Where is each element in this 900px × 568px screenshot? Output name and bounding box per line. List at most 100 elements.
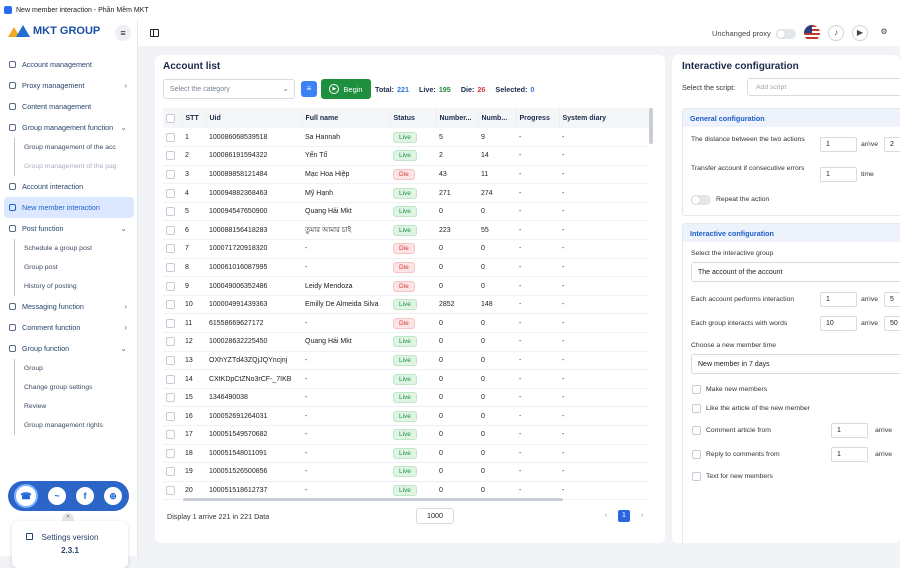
row-checkbox[interactable] xyxy=(166,355,175,365)
sidebar-subitem[interactable]: Group post xyxy=(0,258,138,277)
next-page-button[interactable]: › xyxy=(640,512,644,519)
table-row[interactable]: 9 100049006352486 Leidy Mendoza Die 0 0- - xyxy=(163,276,649,296)
layout-toggle-icon[interactable] xyxy=(150,29,159,37)
row-checkbox[interactable] xyxy=(166,486,175,496)
row-checkbox[interactable] xyxy=(166,300,175,310)
proxy-toggle[interactable] xyxy=(776,29,796,39)
page-button-current[interactable]: 1 xyxy=(618,510,630,522)
column-header[interactable]: Number... xyxy=(436,108,479,128)
menu-toggle-button[interactable]: ≡ xyxy=(115,25,131,41)
table-row[interactable]: 16 100052691264031- Live 0 0- - xyxy=(163,406,649,426)
table-row[interactable]: 6 100088156418283 তুমার আমার চাই Live 223 55-… xyxy=(163,220,649,241)
like-article-checkbox[interactable] xyxy=(692,404,701,413)
table-row[interactable]: 14 CXtKDpCtZNo3rCF-_7IKB - Live 0 0- - xyxy=(163,369,649,389)
each-group-to-input[interactable]: 50 xyxy=(884,316,900,331)
table-row[interactable]: 2 100086191594322 Yến Tố Live 2 14- - xyxy=(163,146,649,166)
column-header[interactable]: Numb... xyxy=(478,108,517,128)
sidebar-subitem[interactable]: Group management of the acc xyxy=(0,138,138,157)
row-checkbox[interactable] xyxy=(166,448,175,458)
horizontal-scrollbar[interactable] xyxy=(183,498,563,501)
sidebar-subitem[interactable]: Group management of the pag xyxy=(0,157,138,176)
distance-from-input[interactable]: 1 xyxy=(820,137,857,152)
sidebar-item[interactable]: Account management xyxy=(0,54,138,75)
globe-icon[interactable]: ⊕ xyxy=(104,487,122,505)
each-group-from-input[interactable]: 10 xyxy=(820,316,857,331)
table-row[interactable]: 13 OXhYZTd43ZQjJQYncjnj - Live 0 0- - xyxy=(163,351,649,371)
make-new-checkbox[interactable] xyxy=(692,385,701,394)
row-checkbox[interactable] xyxy=(166,244,175,254)
table-row[interactable]: 4 100094882368463 Mỹ Hạnh Live 271 274- - xyxy=(163,183,649,203)
sidebar-subitem[interactable]: Review xyxy=(0,397,138,416)
sidebar-item[interactable]: Group function ⌄ xyxy=(0,338,138,359)
settings-version-card[interactable]: Settings version 2.3.1 xyxy=(12,521,128,568)
column-header[interactable]: Uid xyxy=(206,108,303,128)
sidebar-item[interactable]: Account interaction xyxy=(0,176,138,197)
table-row[interactable]: 20 100051518612737- Live 0 0- - xyxy=(163,481,649,500)
play-icon[interactable]: ▶ xyxy=(852,25,868,41)
gear-icon[interactable]: ⚙ xyxy=(876,25,892,41)
row-checkbox[interactable] xyxy=(166,411,175,421)
repeat-toggle[interactable] xyxy=(691,195,711,205)
group-select[interactable]: The account of the account xyxy=(691,262,900,282)
table-row[interactable]: 10 100004991439363 Emilly De Almeida Silva… xyxy=(163,295,649,315)
script-select[interactable]: Add script xyxy=(747,78,900,96)
column-header[interactable]: STT xyxy=(182,108,207,128)
row-checkbox[interactable] xyxy=(166,467,175,477)
prev-page-button[interactable]: ‹ xyxy=(604,512,608,519)
table-row[interactable]: 7 100071720918320- Die 0 0- - xyxy=(163,239,649,259)
sidebar-item[interactable]: Messaging function › xyxy=(0,296,138,317)
us-flag-icon[interactable] xyxy=(804,25,820,41)
each-account-to-input[interactable]: 5 xyxy=(884,292,900,307)
table-row[interactable]: 3 100089858121484 Mạc Hoa Hiệp Die 43 11- - xyxy=(163,165,649,185)
row-checkbox[interactable] xyxy=(166,430,175,440)
begin-button[interactable]: ▶ Begin xyxy=(321,79,371,99)
sidebar-subitem[interactable]: Schedule a group post xyxy=(0,239,138,258)
distance-to-input[interactable]: 2 xyxy=(884,137,900,152)
column-header[interactable]: Progress xyxy=(516,108,560,128)
table-row[interactable]: 19 100051526500856- Live 0 0- - xyxy=(163,462,649,482)
each-account-from-input[interactable]: 1 xyxy=(820,292,857,307)
filter-button[interactable]: ≡ xyxy=(301,81,317,97)
table-row[interactable]: 12 100028632225450 Quang Hải Mkt Live 0 0- - xyxy=(163,332,649,352)
bell-icon[interactable]: ♪ xyxy=(828,25,844,41)
row-checkbox[interactable] xyxy=(166,151,175,161)
row-checkbox[interactable] xyxy=(166,169,175,179)
table-row[interactable]: 15 1346490038- Live 0 0- - xyxy=(163,388,649,408)
row-checkbox[interactable] xyxy=(166,393,175,403)
vertical-scrollbar[interactable] xyxy=(649,108,653,144)
sidebar-item[interactable]: Group management function ⌄ xyxy=(0,117,138,138)
facebook-icon[interactable]: f xyxy=(76,487,94,505)
row-checkbox[interactable] xyxy=(166,225,175,235)
new-member-time-select[interactable]: New member in 7 days xyxy=(691,354,900,374)
table-row[interactable]: 11 61558669627172- Die 0 0- - xyxy=(163,313,649,334)
select-all-checkbox[interactable] xyxy=(166,113,175,123)
reply-checkbox[interactable] xyxy=(692,450,701,459)
table-row[interactable]: 17 100051549570682- Live 0 0- - xyxy=(163,425,649,445)
sidebar-item[interactable]: New member interaction xyxy=(4,197,134,218)
sidebar-item[interactable]: Proxy management › xyxy=(0,75,138,96)
reply-from-input[interactable]: 1 xyxy=(831,447,868,462)
row-checkbox[interactable] xyxy=(166,262,175,272)
sidebar-item[interactable]: Comment function › xyxy=(0,317,138,338)
sidebar-subitem[interactable]: History of posting xyxy=(0,277,138,296)
table-row[interactable]: 8 100061016087995- Die 0 0- - xyxy=(163,258,649,278)
sidebar-subitem[interactable]: Group management rights xyxy=(0,416,138,435)
page-size-select[interactable]: 1000 xyxy=(416,508,454,524)
text-checkbox[interactable] xyxy=(692,472,701,481)
table-row[interactable]: 18 100051548011091- Live 0 0- - xyxy=(163,444,649,464)
row-checkbox[interactable] xyxy=(166,318,175,328)
row-checkbox[interactable] xyxy=(166,281,175,291)
sidebar-subitem[interactable]: Change group settings xyxy=(0,378,138,397)
row-checkbox[interactable] xyxy=(166,207,175,217)
sidebar-item[interactable]: Post function ⌄ xyxy=(0,218,138,239)
row-checkbox[interactable] xyxy=(166,374,175,384)
support-icon[interactable]: ☎ xyxy=(14,484,38,508)
row-checkbox[interactable] xyxy=(166,337,175,347)
sidebar-subitem[interactable]: Group xyxy=(0,359,138,378)
column-header[interactable]: System diary xyxy=(559,108,650,128)
category-select[interactable]: Select the category ⌄ xyxy=(163,79,295,99)
row-checkbox[interactable] xyxy=(166,188,175,198)
transfer-input[interactable]: 1 xyxy=(820,167,857,182)
column-header[interactable]: Status xyxy=(390,108,437,128)
column-header[interactable]: Full name xyxy=(302,108,391,128)
